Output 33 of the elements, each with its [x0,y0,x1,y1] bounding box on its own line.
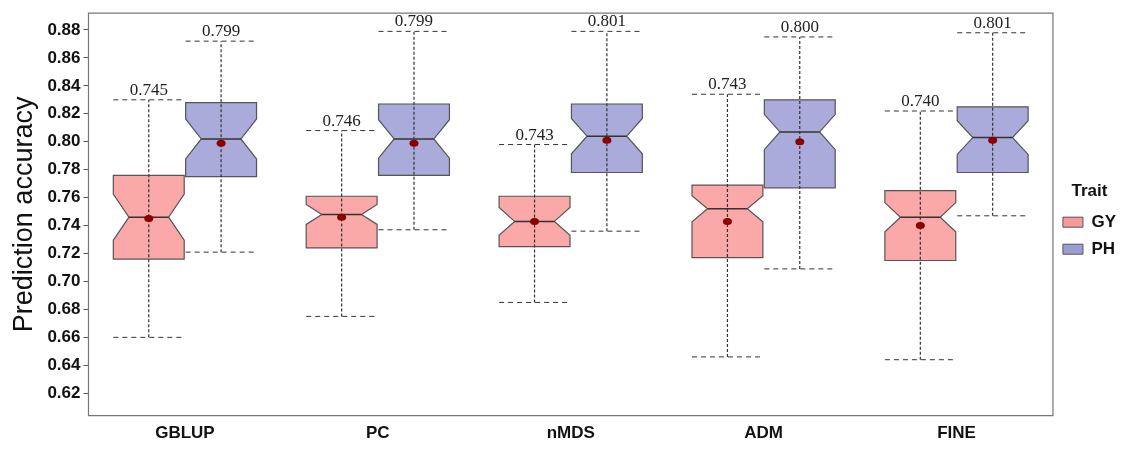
text: 0.799 [394,11,434,31]
x-tick-label: nMDS [546,423,595,443]
y-tick-label: 0.86 [47,47,81,67]
y-tick-label: 0.68 [47,299,81,319]
text: 0.740 [901,90,940,110]
x-tick-label: PC [366,423,390,443]
y-tick-label: 0.76 [47,187,81,207]
y-tick-label: 0.78 [47,159,81,179]
y-tick-label: 0.88 [47,19,81,39]
y-axis-title: Prediction accuracy [7,96,38,333]
text: 0.743 [708,74,747,94]
text: 0.746 [322,110,361,130]
text: 0.801 [587,11,626,31]
x-tick-label: ADM [744,423,783,443]
x-tick-label: GBLUP [155,423,215,443]
x-tick-label: FINE [937,423,976,443]
text: 0.743 [515,124,554,144]
text: 0.800 [780,16,819,36]
y-tick-label: 0.84 [47,75,82,95]
y-tick-label: 0.70 [47,271,81,291]
y-tick-label: 0.64 [47,354,82,374]
y-tick-label: 0.72 [47,243,81,263]
legend-label: PH [1091,238,1116,258]
y-tick-label: 0.82 [47,103,81,123]
y-tick-label: 0.62 [47,382,81,402]
legend-label: GY [1091,211,1117,231]
y-tick-label: 0.74 [47,215,82,235]
y-tick-label: 0.80 [47,131,81,151]
text: 0.801 [973,12,1012,32]
text: 0.799 [201,21,241,41]
legend-title: Trait [1071,181,1108,201]
text: 0.745 [129,79,168,99]
y-tick-label: 0.66 [47,327,81,347]
